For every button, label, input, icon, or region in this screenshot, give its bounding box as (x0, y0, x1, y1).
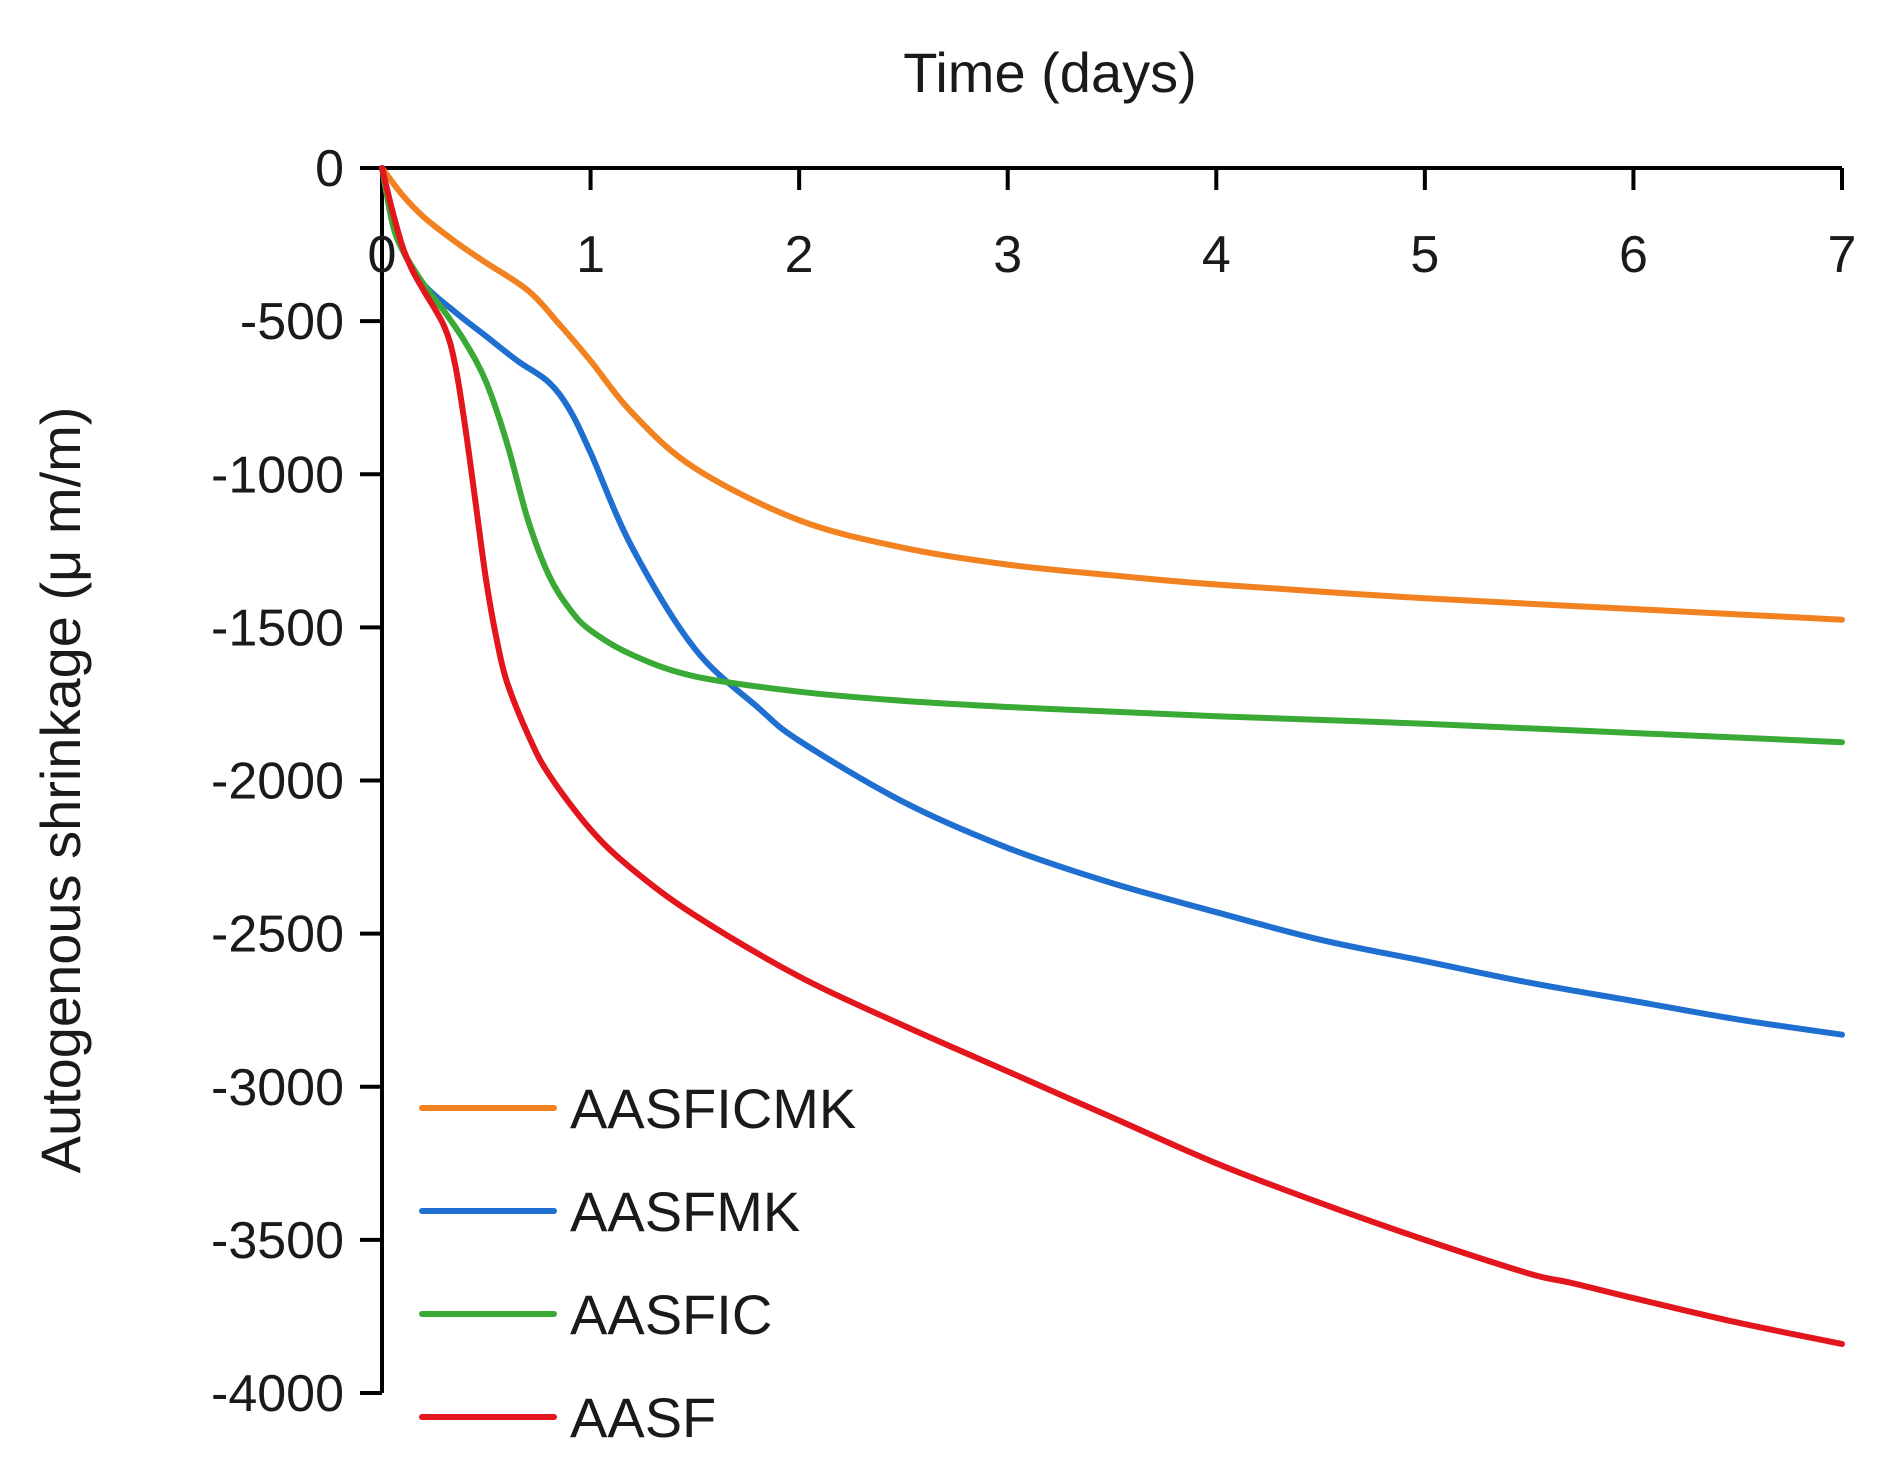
y-tick-label: 0 (315, 140, 344, 198)
y-axis-title-wrap: Autogenous shrinkage (μ m/m) (29, 407, 92, 1174)
legend-label-aasficmk: AASFICMK (570, 1077, 856, 1140)
series-line-aasfic (379, 165, 1845, 746)
series-line-aasfmk (379, 165, 1845, 1038)
legend: AASFICMK AASFMK AASFIC AASF (419, 1077, 856, 1449)
y-tick-label: -2000 (211, 753, 344, 811)
series-line-aasf (379, 165, 1845, 1347)
y-tick-label: -4000 (211, 1365, 344, 1423)
series-lines (379, 165, 1845, 1347)
x-tick-label: 5 (1410, 226, 1439, 284)
x-tick-label: 1 (576, 226, 605, 284)
y-tick-label: -500 (240, 293, 344, 351)
x-tick-label: 3 (993, 226, 1022, 284)
x-tick-label: 6 (1619, 226, 1648, 284)
x-axis-title: Time (days) (903, 41, 1197, 104)
series-line-aasficmk (379, 165, 1845, 623)
x-tick-label: 2 (785, 226, 814, 284)
y-tick-label: -2500 (211, 906, 344, 964)
y-tick-label: -1000 (211, 446, 344, 504)
y-tick-label: -1500 (211, 599, 344, 657)
legend-label-aasfic: AASFIC (570, 1283, 772, 1346)
x-tick-label: 0 (368, 226, 397, 284)
x-tick-label: 7 (1828, 226, 1857, 284)
y-tick-label: -3500 (211, 1212, 344, 1270)
y-axis-title: Autogenous shrinkage (μ m/m) (29, 407, 92, 1174)
x-tick-label: 4 (1202, 226, 1231, 284)
legend-label-aasf: AASF (570, 1386, 716, 1449)
y-axis: 0 -500 -1000 -1500 -2000 -2500 -3000 -3500 -4000 (211, 140, 384, 1423)
y-tick-label: -3000 (211, 1059, 344, 1117)
x-axis: 0 1 2 3 4 5 6 7 (360, 166, 1857, 284)
legend-label-aasfmk: AASFMK (570, 1180, 800, 1243)
